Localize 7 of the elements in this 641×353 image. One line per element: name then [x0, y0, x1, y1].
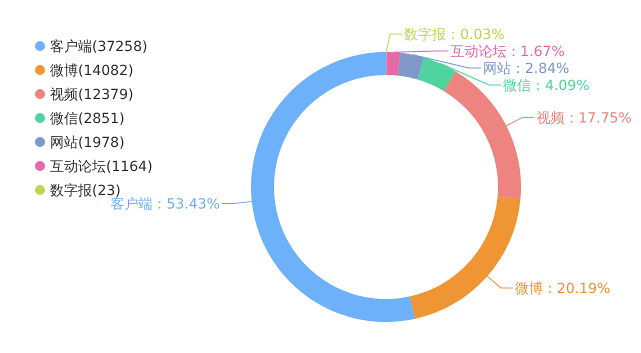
data-label: 微博：20.19% [514, 281, 610, 297]
data-label: 互动论坛：1.67% [450, 44, 565, 60]
data-label: 微信：4.09% [503, 78, 590, 94]
data-label: 网站：2.84% [482, 61, 570, 77]
data-label: 视频：17.75% [536, 110, 632, 127]
data-label: 客户端：53.43% [110, 196, 220, 212]
data-label: 数字报：0.03% [404, 27, 505, 43]
